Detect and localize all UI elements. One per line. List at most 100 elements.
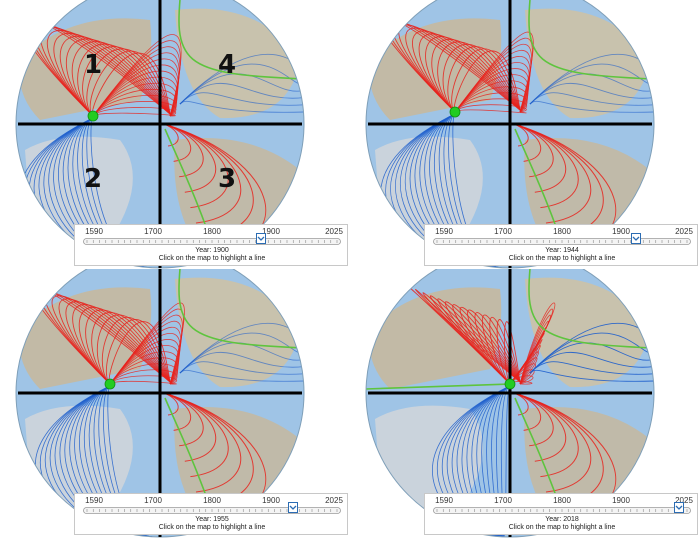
declination-map-1944[interactable] xyxy=(350,0,700,269)
blue-isogonic-line xyxy=(179,53,304,105)
red-isogonic-line xyxy=(109,375,178,385)
map-panel-2018[interactable]: 1590 1700 1800 1900 2025 Year: 2018 Clic… xyxy=(350,269,700,538)
year-slider-control: 1590 1700 1800 1900 2025 Year: 1955 Clic… xyxy=(74,493,348,535)
slider-thumb[interactable] xyxy=(631,233,642,244)
landmass-northwest xyxy=(369,287,502,389)
slider-track[interactable] xyxy=(433,238,691,245)
declination-map-1955[interactable] xyxy=(0,269,350,538)
red-isogonic-line xyxy=(442,43,521,113)
red-isogonic-line xyxy=(92,112,176,117)
red-isogonic-line xyxy=(163,123,216,193)
red-isogonic-line xyxy=(65,38,171,117)
map-hint-text: Click on the map to highlight a line xyxy=(508,255,616,262)
red-isogonic-line xyxy=(46,29,171,117)
red-isogonic-line xyxy=(454,31,534,113)
magnetic-pole-dot xyxy=(104,378,116,390)
blue-isogonic-line xyxy=(529,369,654,382)
slider-tick-labels: 1590 1700 1800 1900 2025 xyxy=(75,496,349,506)
landmass-southeast xyxy=(524,138,650,250)
blue-isogonic-line xyxy=(179,322,304,374)
year-slider-control: 1590 1700 1800 1900 2025 Year: 2018 Clic… xyxy=(424,493,698,535)
red-isogonic-line xyxy=(451,48,521,113)
tick-label-1900: 1900 xyxy=(612,227,630,236)
landmass-southeast xyxy=(174,407,300,519)
blue-isogonic-line xyxy=(529,361,654,375)
red-isogonic-line xyxy=(429,295,521,385)
quadrant-label-1: 1 xyxy=(84,50,103,80)
tick-label-1800: 1800 xyxy=(553,496,571,505)
slider-tick-labels: 1590 1700 1800 1900 2025 xyxy=(425,496,699,506)
slider-thumb[interactable] xyxy=(287,502,298,513)
green-agonic-line xyxy=(528,269,654,349)
tick-label-1900: 1900 xyxy=(262,496,280,505)
tick-label-1800: 1800 xyxy=(203,496,221,505)
slider-thumb-chevron-icon xyxy=(632,236,640,241)
magnetic-pole-dot xyxy=(87,110,99,122)
slider-thumb[interactable] xyxy=(256,233,267,244)
slider-track[interactable] xyxy=(83,507,341,514)
declination-map-2018[interactable] xyxy=(350,269,700,538)
red-isogonic-line xyxy=(163,392,229,478)
red-isogonic-line xyxy=(489,316,521,385)
red-isogonic-line xyxy=(411,30,521,113)
landmass-northeast xyxy=(175,277,300,388)
tick-label-1590: 1590 xyxy=(85,496,103,505)
landmass-northeast xyxy=(525,277,650,388)
map-hint-text: Click on the map to highlight a line xyxy=(158,524,266,531)
blue-isogonic-line xyxy=(179,82,304,105)
blue-isogonic-line xyxy=(179,369,304,382)
year-readout: Year: 1944 xyxy=(545,247,579,254)
declination-map-1900[interactable] xyxy=(0,0,350,269)
red-isogonic-line xyxy=(77,43,171,117)
red-isogonic-line xyxy=(163,123,229,209)
red-isogonic-line xyxy=(92,101,177,117)
red-isogonic-line xyxy=(82,46,171,117)
quadrant-label-2: 2 xyxy=(84,164,103,194)
slider-tick-labels: 1590 1700 1800 1900 2025 xyxy=(425,227,699,237)
tick-label-1590: 1590 xyxy=(435,227,453,236)
green-agonic-line xyxy=(178,0,304,80)
red-isogonic-line xyxy=(467,309,521,385)
tick-label-1700: 1700 xyxy=(144,227,162,236)
map-panel-1900[interactable]: 1 4 2 3 1590 1700 1800 1900 2025 Year: 1… xyxy=(0,0,350,269)
tick-label-2025: 2025 xyxy=(325,496,343,505)
slider-track[interactable] xyxy=(433,507,691,514)
slider-track[interactable] xyxy=(83,238,341,245)
year-readout: Year: 2018 xyxy=(545,516,579,523)
tick-label-1700: 1700 xyxy=(494,496,512,505)
slider-tick-labels: 1590 1700 1800 1900 2025 xyxy=(75,227,349,237)
year-readout: Year: 1900 xyxy=(195,247,229,254)
year-readout: Year: 1955 xyxy=(195,516,229,523)
blue-isogonic-line xyxy=(179,361,304,375)
green-agonic-line xyxy=(178,269,304,349)
year-slider-control: 1590 1700 1800 1900 2025 Year: 1900 Clic… xyxy=(74,224,348,266)
blue-isogonic-line xyxy=(529,322,654,374)
blue-isogonic-line xyxy=(179,92,304,106)
red-isogonic-line xyxy=(513,123,579,209)
quadrant-label-4: 4 xyxy=(218,50,237,80)
blue-isogonic-line xyxy=(529,53,654,105)
slider-thumb-chevron-icon xyxy=(675,505,683,510)
red-isogonic-line xyxy=(513,123,566,193)
red-isogonic-line xyxy=(454,104,527,113)
red-isogonic-line xyxy=(437,298,521,385)
tick-label-1800: 1800 xyxy=(553,227,571,236)
slider-thumb[interactable] xyxy=(673,502,684,513)
map-panel-1944[interactable]: 1590 1700 1800 1900 2025 Year: 1944 Clic… xyxy=(350,0,700,269)
map-hint-text: Click on the map to highlight a line xyxy=(158,255,266,262)
blue-isogonic-line xyxy=(529,92,654,106)
red-isogonic-line xyxy=(481,314,521,385)
map-hint-text: Click on the map to highlight a line xyxy=(508,524,616,531)
red-isogonic-line xyxy=(91,312,171,385)
red-isogonic-line xyxy=(106,319,171,385)
tick-label-2025: 2025 xyxy=(675,496,693,505)
red-isogonic-line xyxy=(109,333,181,385)
landmass-southeast xyxy=(174,138,300,250)
red-isogonic-line xyxy=(452,304,521,385)
tick-label-1800: 1800 xyxy=(203,227,221,236)
tick-label-1590: 1590 xyxy=(435,496,453,505)
red-isogonic-line xyxy=(51,295,171,385)
tick-label-2025: 2025 xyxy=(675,227,693,236)
tick-label-2025: 2025 xyxy=(325,227,343,236)
map-panel-1955[interactable]: 1590 1700 1800 1900 2025 Year: 1955 Clic… xyxy=(0,269,350,538)
